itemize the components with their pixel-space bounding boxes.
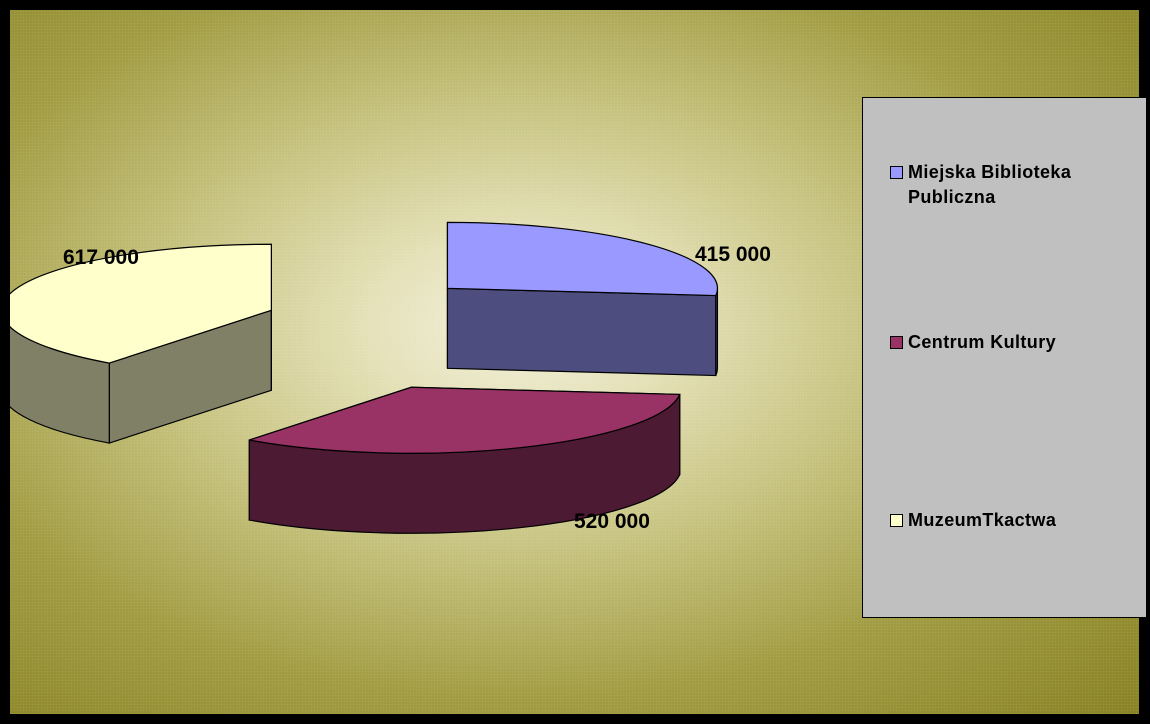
data-label-centrum: 520 000: [574, 510, 650, 533]
slice-muzeum: [10, 243, 272, 444]
legend-swatch-muzeum: [890, 514, 903, 527]
chart-legend: Miejska Biblioteka Publiczna Centrum Kul…: [862, 97, 1147, 618]
legend-label-centrum: Centrum Kultury: [908, 332, 1057, 352]
legend-swatch-biblioteka: [890, 166, 903, 179]
legend-label-muzeum: MuzeumTkactwa: [908, 510, 1057, 530]
legend-swatch-centrum: [890, 336, 903, 349]
legend-item-centrum: Centrum Kultury: [890, 330, 1133, 355]
slice-biblioteka-top: [446, 221, 719, 297]
slice-muzeum-top: [10, 243, 272, 364]
legend-label-biblioteka: Miejska Biblioteka Publiczna: [908, 162, 1072, 207]
slice-centrum-top: [249, 386, 681, 454]
data-label-biblioteka: 415 000: [695, 243, 771, 266]
slice-biblioteka-rim: [715, 288, 719, 376]
data-label-muzeum: 617 000: [63, 246, 139, 269]
legend-item-biblioteka: Miejska Biblioteka Publiczna: [890, 160, 1133, 210]
slice-centrum: [248, 386, 681, 534]
pie-chart: [10, 221, 719, 534]
slice-biblioteka-wall-1: [446, 287, 717, 377]
chart-area: 415 000 520 000 617 000 Miejska Bibliote…: [10, 10, 1147, 714]
slice-biblioteka: [446, 221, 719, 377]
legend-item-muzeum: MuzeumTkactwa: [890, 508, 1133, 533]
